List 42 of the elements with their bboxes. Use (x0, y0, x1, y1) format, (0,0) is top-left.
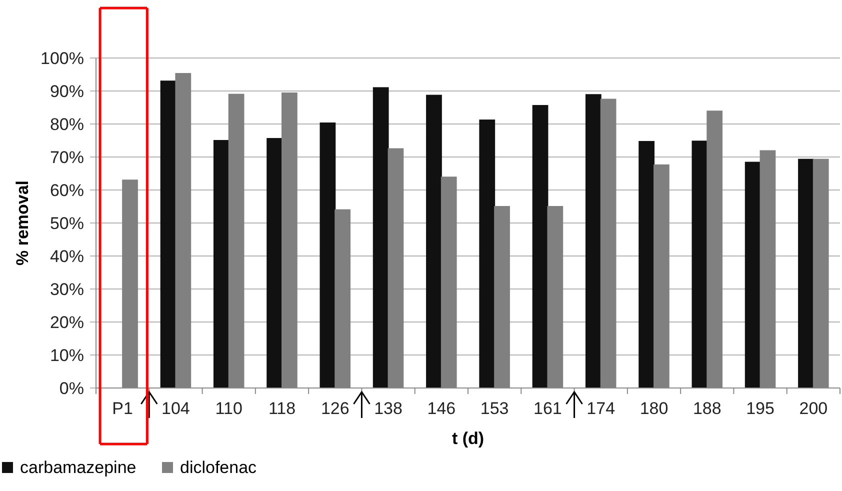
bar (266, 138, 282, 388)
y-tick-label: 50% (50, 214, 84, 233)
y-tick-label: 30% (50, 280, 84, 299)
bar (160, 80, 176, 388)
bar (585, 94, 602, 388)
x-tick-label: 146 (427, 399, 456, 418)
x-tick-label: 104 (162, 399, 190, 418)
y-tick-label: 80% (50, 114, 84, 134)
bar (638, 140, 654, 388)
bar (213, 140, 230, 388)
y-tick-label: 10% (50, 346, 84, 365)
bar (479, 120, 496, 388)
bar (692, 140, 708, 388)
x-tick-label: 138 (374, 399, 402, 418)
x-tick-label: 126 (320, 399, 350, 418)
legend-label: diclofenac (180, 458, 258, 477)
x-tick-label: 188 (692, 399, 722, 418)
x-tick-label: P1 (112, 399, 133, 418)
y-axis-title: % removal (13, 180, 32, 266)
x-tick-label: 118 (268, 399, 296, 418)
y-tick-label: 100% (40, 48, 84, 68)
y-tick-label: 90% (50, 82, 84, 101)
y-tick-label: 40% (50, 246, 84, 266)
x-tick-label: 180 (640, 399, 668, 418)
y-tick-label: 70% (50, 148, 84, 167)
bar (798, 158, 814, 388)
x-axis-title: t (d) (452, 429, 484, 448)
x-tick-label: 200 (799, 399, 828, 418)
y-tick-label: 0% (59, 378, 84, 398)
x-tick-label: 110 (215, 399, 242, 418)
legend-label: carbamazepine (20, 458, 136, 477)
y-tick-label: 60% (50, 180, 84, 200)
x-tick-label: 195 (746, 399, 774, 418)
bar (426, 94, 442, 388)
x-tick-label: 161 (534, 399, 562, 418)
x-tick-label: 174 (586, 399, 616, 418)
bar (532, 105, 548, 388)
bar (372, 87, 389, 388)
y-tick-label: 20% (50, 312, 84, 332)
bar (744, 162, 761, 388)
bar (320, 122, 336, 388)
x-tick-label: 153 (480, 399, 509, 418)
